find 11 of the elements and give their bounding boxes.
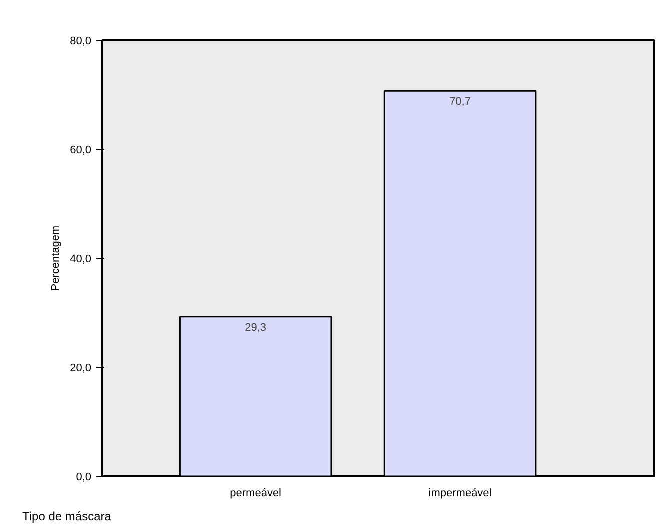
y-tick-label: 40,0	[70, 254, 92, 266]
y-tick-label: 0,0	[76, 472, 92, 484]
y-axis-title: Percentagem	[50, 226, 62, 292]
y-tick-label: 80,0	[70, 36, 92, 48]
y-tick-label: 60,0	[70, 144, 92, 156]
x-tick-label: impermeável	[428, 488, 492, 500]
x-axis-title: Tipo de máscara	[22, 510, 112, 524]
data-label: 29,3	[245, 322, 267, 334]
x-tick-label: permeável	[230, 488, 282, 500]
data-label: 70,7	[450, 96, 471, 108]
y-tick-label: 20,0	[70, 362, 92, 374]
